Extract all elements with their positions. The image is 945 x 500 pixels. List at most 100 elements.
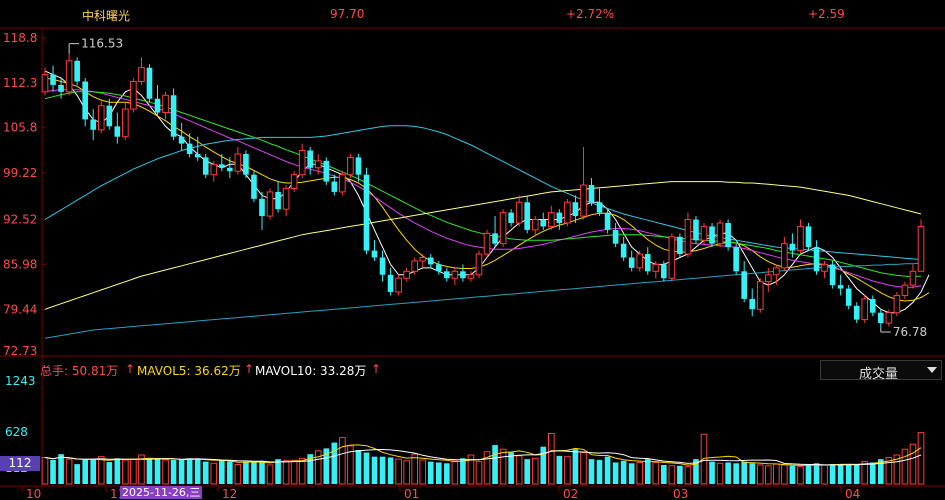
volume-bar [845, 464, 852, 484]
x-tick-label: 02 [563, 487, 578, 500]
volume-bar [347, 445, 354, 485]
volume-bar [677, 465, 683, 484]
candle-body [781, 243, 788, 269]
volume-bar [756, 464, 764, 485]
candle-body [909, 270, 917, 286]
candle-body [186, 143, 193, 154]
volume-bar [572, 449, 579, 484]
candle-body [492, 233, 498, 244]
volume-bar [764, 465, 772, 485]
volume-bar [475, 461, 483, 485]
mavol5-label: MAVOL5: 36.62万 [137, 364, 241, 378]
candle-body [202, 157, 209, 175]
volume-bar [227, 461, 233, 484]
candle-body [444, 271, 450, 279]
volume-bar [821, 464, 828, 485]
volume-bar [243, 461, 249, 484]
volume-bar [65, 458, 73, 485]
volume-bar [733, 463, 739, 484]
candle-body [572, 202, 579, 217]
candle-body [266, 191, 274, 217]
candle-body [243, 153, 249, 175]
price-tick-label: 118.8 [3, 31, 37, 45]
volume-bar [114, 458, 121, 484]
volume-bar [805, 464, 812, 484]
volume-bar [483, 451, 491, 485]
quote-header: 中科曙光 97.70 +2.72% +2.59 [0, 0, 945, 28]
candle-body [154, 98, 161, 113]
price-tick-label: 79.44 [3, 303, 37, 317]
candle-body [861, 298, 869, 321]
candle-body [524, 202, 531, 230]
volume-bar [339, 437, 346, 485]
candle-body [853, 305, 860, 320]
candle-body [725, 222, 731, 248]
candle-body [741, 271, 748, 299]
candle-body [620, 243, 627, 258]
mavol10-line [44, 448, 922, 466]
candle-body [178, 136, 185, 144]
ma30-line [44, 91, 922, 278]
volume-bar [781, 464, 788, 485]
volume-bar [90, 459, 97, 484]
indicator-selector[interactable]: 成交量 [820, 360, 942, 382]
candle-body [515, 201, 523, 224]
volume-bar [403, 460, 410, 485]
volume-bar [693, 459, 699, 484]
candle-body [564, 201, 571, 224]
candle-body [475, 253, 483, 276]
candle-body [499, 212, 507, 245]
volume-bar [427, 461, 434, 484]
volume-bar [379, 456, 386, 484]
volume-bar [419, 459, 427, 485]
candle-body [387, 274, 394, 293]
candle-body [74, 60, 80, 82]
volume-bar [547, 432, 555, 485]
volume-tick-label: 1243 [5, 374, 36, 388]
volume-bar [202, 461, 209, 484]
candle-body [403, 270, 410, 279]
min-price-label: 76.78 [893, 325, 927, 339]
candle-body [885, 312, 893, 324]
volume-bar [604, 456, 611, 484]
candle-body [323, 160, 330, 182]
candle-body [138, 67, 145, 82]
ma250-line [44, 262, 922, 339]
candle-body [65, 60, 73, 93]
candle-body [395, 277, 402, 293]
cursor-volume-badge: 112 [0, 456, 40, 471]
volume-bar [323, 448, 330, 484]
stock-change-percent: +2.72% [566, 7, 615, 21]
volume-bar [885, 456, 893, 485]
candle-body [435, 264, 442, 272]
mavol5-arrow: ↑ [244, 362, 255, 376]
candle-body [122, 108, 129, 138]
candle-body [531, 219, 539, 231]
volume-bar [813, 463, 820, 484]
max-price-label: 116.53 [81, 37, 123, 51]
x-tick-label: 10 [26, 487, 41, 500]
candle-body [556, 212, 563, 223]
ma5-line [44, 70, 930, 314]
volume-bar [878, 459, 884, 484]
candle-body [379, 257, 386, 275]
cursor-date-badge: 2025-11-26,三 [120, 486, 203, 499]
candle-body [41, 74, 49, 93]
candle-body [363, 174, 370, 251]
x-tick-label: 12 [222, 487, 237, 500]
price-tick-label: 72.73 [3, 344, 37, 358]
volume-bar [636, 461, 644, 485]
candle-body [411, 260, 419, 272]
candle-body [451, 270, 459, 279]
candle-body [684, 219, 692, 255]
candle-body [901, 284, 909, 296]
candle-body [677, 236, 683, 255]
chevron-down-icon [927, 367, 937, 373]
candle-body [652, 263, 660, 272]
volume-bar [298, 457, 306, 485]
volume-bar [50, 459, 56, 484]
candle-body [259, 198, 265, 217]
ma20-line [44, 89, 922, 288]
volume-bar [162, 459, 169, 485]
